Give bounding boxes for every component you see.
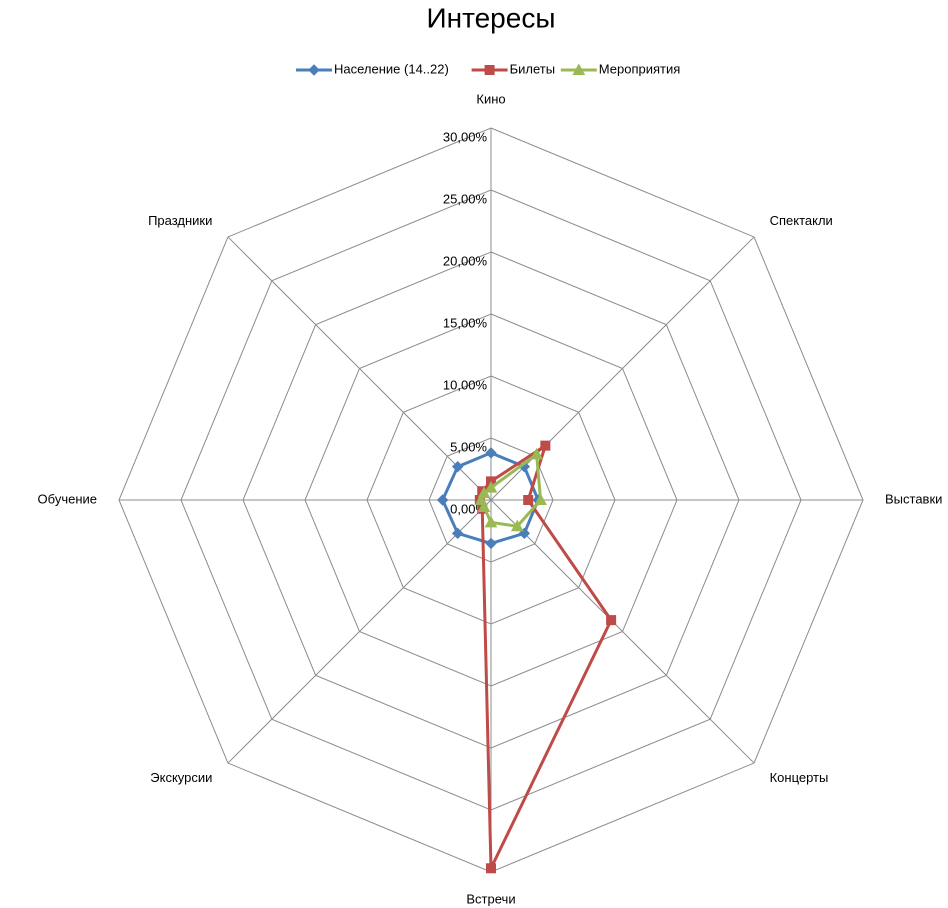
legend-item: Население (14..22) bbox=[296, 61, 449, 76]
marker bbox=[484, 515, 498, 528]
category-label: Концерты bbox=[770, 770, 829, 785]
category-label: Кино bbox=[476, 91, 505, 106]
legend-label: Население (14..22) bbox=[334, 61, 449, 76]
marker bbox=[308, 64, 320, 76]
y-tick-label: 10,00% bbox=[443, 377, 488, 392]
grid-ring bbox=[242, 251, 740, 749]
marker bbox=[436, 494, 449, 506]
marker bbox=[474, 493, 488, 505]
y-tick-label: 25,00% bbox=[443, 191, 488, 206]
y-tick-label: 5,00% bbox=[450, 439, 487, 454]
grid-ring bbox=[428, 437, 554, 563]
y-tick-label: 30,00% bbox=[443, 129, 488, 144]
grid-ring bbox=[304, 313, 678, 687]
category-label: Обучение bbox=[38, 491, 97, 506]
marker bbox=[510, 519, 524, 532]
marker bbox=[523, 495, 534, 505]
marker bbox=[486, 863, 496, 874]
marker bbox=[484, 481, 498, 493]
marker bbox=[485, 537, 497, 550]
marker bbox=[477, 486, 491, 498]
y-tick-label: 20,00% bbox=[443, 253, 488, 268]
category-label: Выставки bbox=[885, 491, 942, 506]
legend-label: Мероприятия bbox=[599, 61, 681, 76]
y-tick-label: 15,00% bbox=[443, 315, 488, 330]
marker bbox=[540, 440, 551, 451]
marker bbox=[484, 65, 495, 75]
category-label: Праздники bbox=[148, 213, 212, 228]
legend-item: Билеты bbox=[471, 61, 555, 76]
legend-item: Мероприятия bbox=[560, 61, 681, 76]
marker bbox=[477, 500, 491, 513]
marker bbox=[485, 447, 497, 459]
chart-title: Интересы bbox=[427, 2, 556, 33]
marker bbox=[534, 493, 547, 505]
grid-ring bbox=[366, 375, 616, 625]
marker bbox=[451, 460, 464, 473]
marker bbox=[606, 615, 617, 626]
marker bbox=[572, 63, 586, 75]
marker bbox=[451, 527, 464, 540]
category-label: Экскурсии bbox=[150, 770, 212, 785]
category-label: Встречи bbox=[466, 891, 515, 906]
category-label: Спектакли bbox=[770, 213, 833, 228]
marker bbox=[530, 447, 543, 460]
legend-label: Билеты bbox=[510, 61, 555, 76]
